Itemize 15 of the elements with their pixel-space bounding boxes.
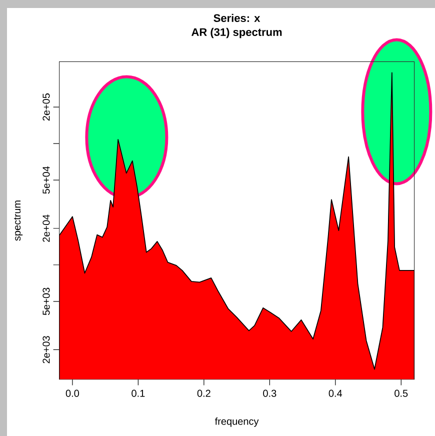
chart-subtitle: AR (31) spectrum — [192, 28, 282, 38]
x-tick-label: 0.3 — [263, 390, 276, 397]
y-tick-label: 2e+04 — [42, 214, 50, 242]
x-tick-label: 0.5 — [394, 390, 408, 397]
x-tick-label: 0.0 — [66, 390, 80, 397]
x-tick-label: 0.4 — [328, 390, 342, 397]
x-axis-title: frequency — [214, 418, 259, 427]
x-tick-label: 0.1 — [132, 390, 145, 397]
x-tick-label: 0.2 — [197, 390, 210, 397]
y-tick-label: 5e+03 — [42, 288, 50, 316]
chart-title: Series: x — [214, 14, 260, 22]
y-axis-title: spectrum — [14, 200, 23, 241]
y-tick-label: 2e+05 — [42, 93, 50, 121]
y-tick-label: 2e+03 — [42, 336, 50, 364]
y-tick-label: 5e+04 — [42, 166, 50, 194]
